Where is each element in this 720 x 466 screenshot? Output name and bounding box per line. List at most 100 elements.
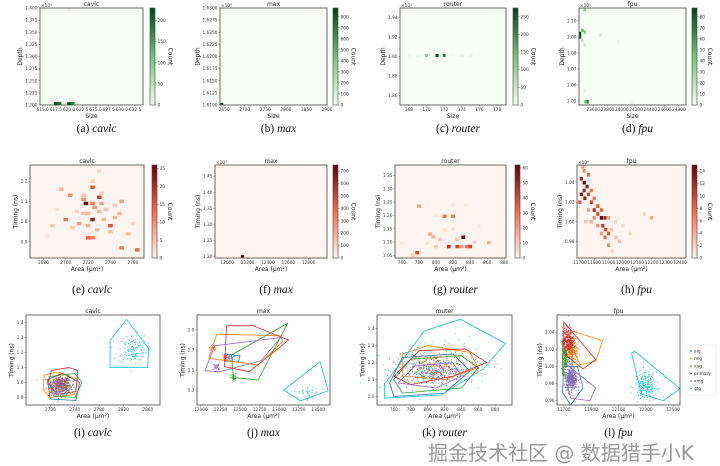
colorbar-segment xyxy=(150,71,155,74)
data-point xyxy=(127,349,129,351)
data-point xyxy=(55,386,57,388)
colorbar-segment xyxy=(150,17,155,21)
data-point xyxy=(451,367,454,369)
axis-exponent: ×10⁴ xyxy=(41,3,52,9)
data-point xyxy=(143,351,145,353)
data-point xyxy=(573,387,576,389)
colorbar-segment xyxy=(513,46,518,50)
y-tick-label: 0.9 xyxy=(17,395,24,401)
data-point xyxy=(570,327,572,329)
data-point xyxy=(443,343,445,345)
data-point xyxy=(416,362,418,364)
data-point xyxy=(475,361,477,363)
data-point xyxy=(447,378,449,380)
data-point xyxy=(233,356,235,358)
y-tick-label: 1.6225 xyxy=(202,42,217,48)
y-tick-label: 1.25 xyxy=(383,200,393,206)
data-point xyxy=(228,356,230,358)
data-point xyxy=(215,365,217,367)
data-point xyxy=(637,400,639,403)
data-point xyxy=(56,391,58,393)
data-point xyxy=(387,370,390,372)
colorbar-segment xyxy=(692,174,697,177)
colorbar-segment xyxy=(333,241,338,245)
colorbar-segment xyxy=(333,90,338,94)
data-point xyxy=(439,359,441,361)
data-point xyxy=(457,375,459,377)
colorbar-segment xyxy=(150,85,155,89)
convex-hull xyxy=(208,333,284,366)
colorbar-segment xyxy=(152,216,157,219)
data-point xyxy=(444,369,446,371)
data-point xyxy=(301,385,303,387)
colorbar-tick-label: 300 xyxy=(341,218,349,224)
data-point xyxy=(55,381,57,384)
data-point xyxy=(359,382,362,384)
data-point xyxy=(648,383,650,385)
data-point xyxy=(418,366,420,368)
data-point xyxy=(643,390,645,392)
data-point xyxy=(647,393,649,395)
x-tick-label: 760 xyxy=(398,260,406,266)
colorbar-segment xyxy=(152,227,157,231)
colorbar-segment xyxy=(150,41,155,45)
data-point xyxy=(572,379,574,381)
data-point xyxy=(392,379,394,382)
data-point xyxy=(447,343,449,345)
colorbar-segment xyxy=(513,73,518,77)
data-point xyxy=(218,362,220,364)
data-point xyxy=(568,379,570,381)
data-point xyxy=(62,377,64,379)
colorbar-segment xyxy=(333,12,338,16)
data-point xyxy=(574,375,577,377)
data-point xyxy=(571,388,573,390)
data-point xyxy=(430,374,432,376)
data-point xyxy=(574,356,576,358)
heatmap-cell xyxy=(90,185,95,189)
data-point xyxy=(645,370,647,372)
heatmap-cell xyxy=(135,248,140,252)
colorbar-segment xyxy=(333,92,338,96)
subfigure-caption: (i) cavlc xyxy=(74,427,112,439)
data-point xyxy=(448,367,450,369)
heatmap-cell xyxy=(599,208,603,212)
convex-hull xyxy=(47,367,79,395)
data-point xyxy=(119,356,121,358)
data-point xyxy=(647,371,649,373)
colorbar-segment xyxy=(515,197,520,201)
data-point xyxy=(134,358,136,360)
data-point xyxy=(444,370,446,372)
heatmap-cell xyxy=(63,217,68,222)
data-point xyxy=(66,376,68,378)
data-point xyxy=(399,364,401,366)
heatmap-cell xyxy=(606,216,611,220)
colorbar-segment xyxy=(515,199,520,203)
data-point xyxy=(419,398,421,400)
colorbar-segment xyxy=(692,73,697,77)
data-point xyxy=(570,383,572,385)
data-point xyxy=(481,358,483,360)
data-point xyxy=(299,391,301,393)
heatmap-cell xyxy=(578,200,582,205)
data-point xyxy=(646,392,648,394)
data-point xyxy=(412,351,414,353)
data-point xyxy=(51,384,53,386)
data-point xyxy=(214,368,216,370)
colorbar-tick-label: 6 xyxy=(700,218,703,224)
colorbar-tick-label: 10 xyxy=(700,194,706,200)
heatmap-cell xyxy=(586,192,591,197)
data-point xyxy=(63,384,65,386)
colorbar-segment xyxy=(513,78,518,82)
colorbar-segment xyxy=(692,248,697,252)
heatmap-background xyxy=(220,8,327,105)
data-point xyxy=(307,392,309,394)
colorbar-segment xyxy=(513,51,518,55)
data-point xyxy=(61,384,63,386)
data-point xyxy=(639,380,641,382)
heatmap-cell xyxy=(596,204,600,208)
data-point xyxy=(568,346,571,348)
heatmap-cell xyxy=(442,214,447,219)
data-point xyxy=(382,364,384,366)
convex-hull xyxy=(631,350,681,402)
data-point xyxy=(568,351,570,353)
